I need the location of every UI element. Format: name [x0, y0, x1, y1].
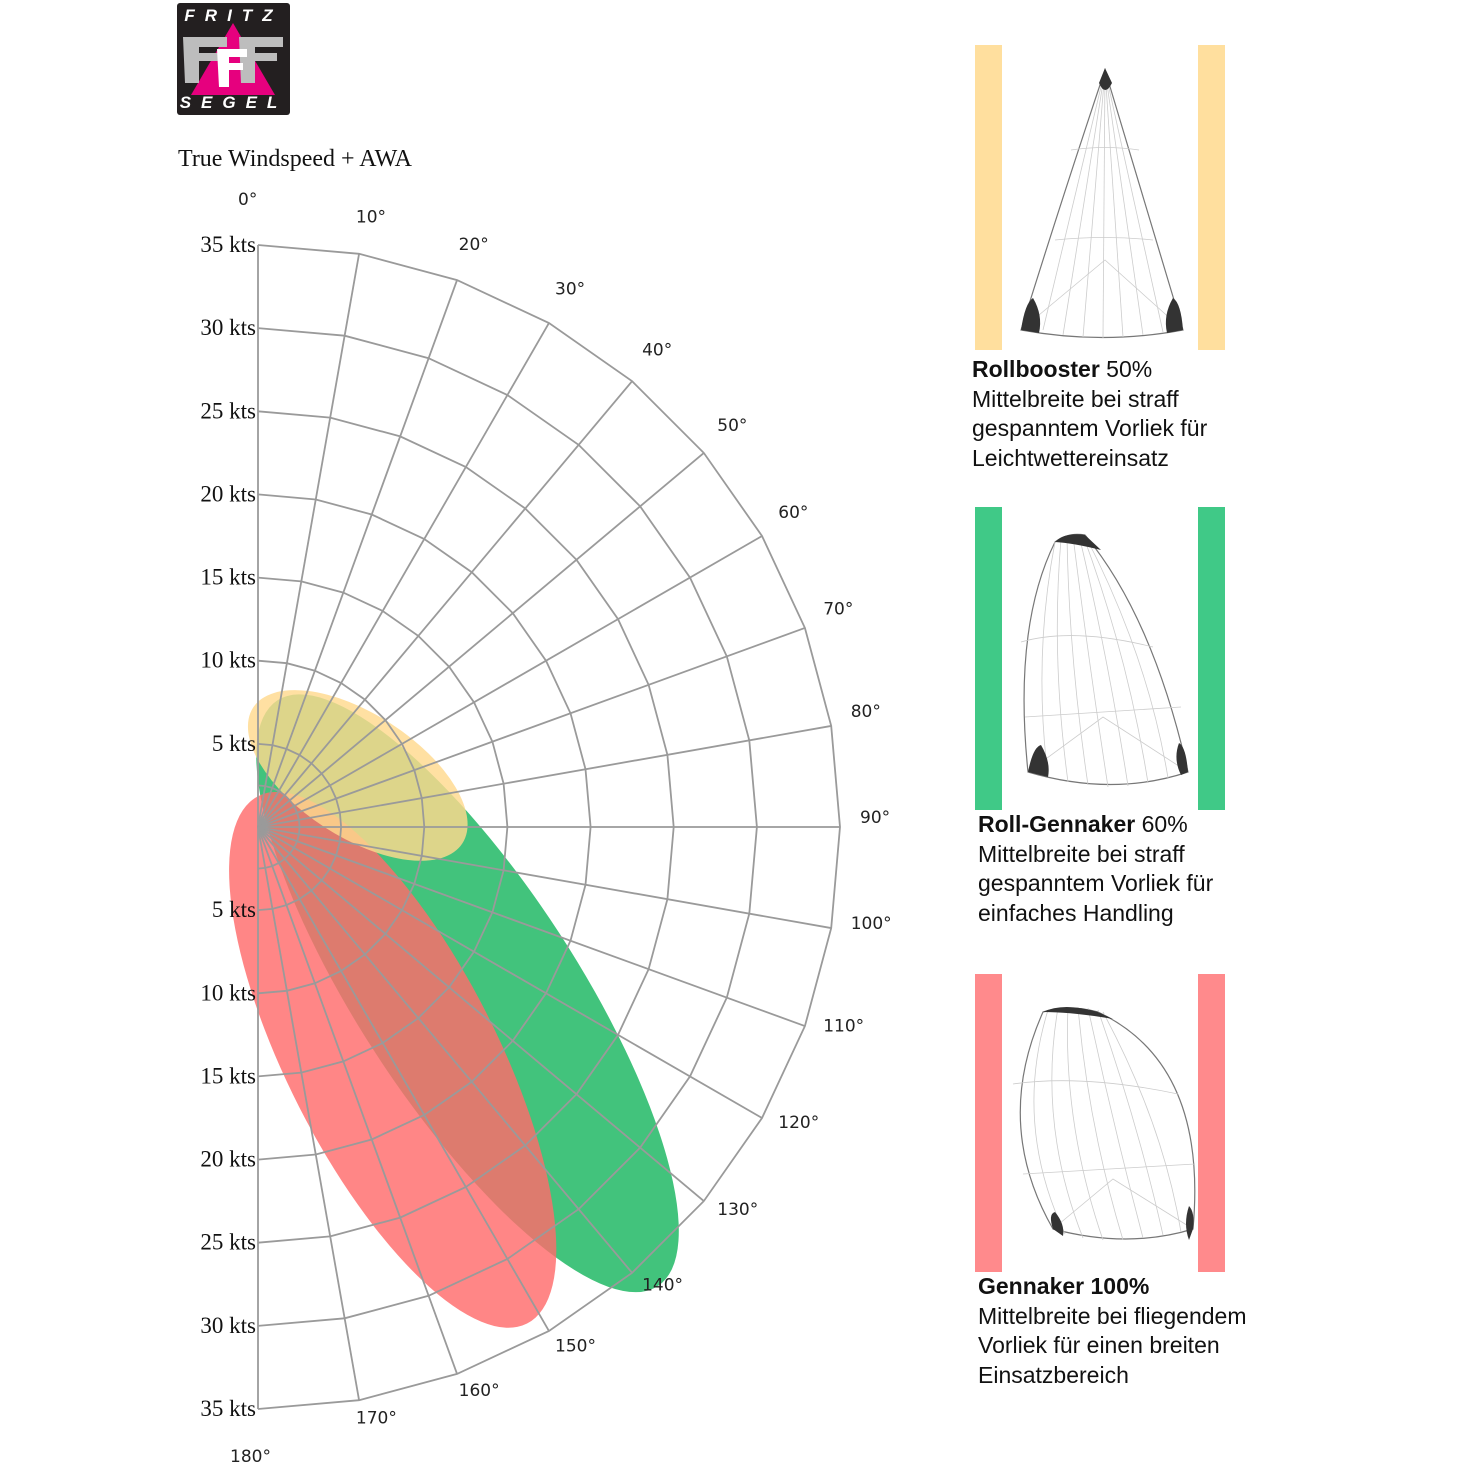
sail-panel-rollbooster [975, 45, 1225, 350]
speed-tick-label: 30 kts [200, 1313, 256, 1338]
grid-spoke [257, 322, 550, 828]
speed-tick-label: 30 kts [200, 315, 256, 340]
logo-emblem-icon [183, 23, 283, 95]
color-bar-left [975, 45, 1002, 350]
polar-grid [257, 244, 841, 1410]
sail-desc-line: Mittelbreite bei fliegendem [978, 1302, 1247, 1329]
angle-tick-label: 140° [642, 1275, 683, 1295]
grid-spoke [257, 627, 806, 828]
angle-tick-label: 100° [851, 914, 892, 934]
grid-spoke [257, 826, 806, 1027]
logo-bottom-text: SEGEL [179, 93, 288, 112]
speed-tick-label: 15 kts [200, 1063, 256, 1088]
angle-tick-label: 90° [860, 808, 890, 828]
sail-name: Roll-Gennaker [978, 811, 1136, 837]
grid-spoke [257, 826, 633, 1274]
sail-panel-roll-gennaker [975, 507, 1225, 810]
speed-tick-label: 5 kts [212, 897, 256, 922]
color-bar-left [975, 974, 1002, 1272]
speed-tick-label: 35 kts [200, 1396, 256, 1421]
rollbooster-sail-icon [1020, 68, 1184, 339]
grid-spoke [257, 826, 360, 1401]
axis-labels: 0° 10° 20° 30° 40° 50° 60° 70° 80° 90° 100° 110° 120… [200, 190, 891, 1467]
roll-gennaker-sail-icon [1020, 533, 1189, 788]
sail-percent: 50% [1099, 356, 1153, 382]
speed-tick-label: 25 kts [200, 1230, 256, 1255]
grid-spoke [257, 826, 550, 1332]
sail-percent: 60% [1135, 811, 1188, 837]
sail-description-rollbooster: Rollbooster 50% Mittelbreite bei straff … [972, 355, 1302, 473]
grid-spoke [257, 826, 763, 1119]
angle-tick-label: 180° [230, 1447, 271, 1467]
sail-desc-line: Vorliek für einen breiten [978, 1332, 1220, 1358]
angle-tick-label: 130° [717, 1200, 758, 1220]
sail-name: Gennaker 100% [978, 1273, 1150, 1299]
grid-spoke [257, 380, 633, 828]
sail-desc-line: einfaches Handling [978, 899, 1174, 926]
grid-spoke [257, 826, 705, 1202]
sail-desc-line: gespanntem Vorliek für [972, 415, 1208, 441]
grid-spoke [257, 253, 360, 828]
sail-desc-line: Leichtwettereinsatz [972, 444, 1169, 471]
grid-spoke [257, 826, 832, 929]
sail-desc-line: gespanntem Vorliek für [978, 870, 1214, 896]
gennaker-sail-icon [1012, 1006, 1196, 1241]
speed-tick-label: 10 kts [200, 648, 256, 673]
angle-tick-label: 60° [778, 503, 808, 523]
grid-spoke [257, 279, 458, 828]
angle-tick-label: 110° [823, 1017, 864, 1037]
sail-panel-gennaker [975, 974, 1225, 1272]
angle-tick-label: 40° [642, 341, 672, 361]
speed-tick-label: 35 kts [200, 232, 256, 257]
sail-desc-line: Mittelbreite bei straff [978, 840, 1185, 867]
angle-tick-label: 10° [356, 207, 386, 227]
angle-tick-label: 50° [717, 416, 747, 436]
sail-desc-line: Mittelbreite bei straff [972, 385, 1179, 412]
angle-tick-label: 80° [851, 702, 881, 722]
color-bar-right [1198, 974, 1225, 1272]
sail-description-gennaker: Gennaker 100% Mittelbreite bei fliegende… [978, 1272, 1308, 1390]
speed-tick-label: 25 kts [200, 398, 256, 423]
angle-tick-label: 150° [555, 1336, 596, 1356]
speed-tick-label: 5 kts [212, 731, 256, 756]
angle-tick-label: 120° [778, 1113, 819, 1133]
fritz-segel-logo: FRITZ SEGEL [177, 3, 290, 115]
grid-spoke [257, 535, 763, 828]
sail-desc-line: Einsatzbereich [978, 1361, 1129, 1388]
color-bar-right [1198, 45, 1225, 350]
grid-spoke [257, 452, 705, 828]
grid-spoke [257, 826, 458, 1375]
angle-tick-label: 170° [356, 1409, 397, 1429]
color-bar-left [975, 507, 1002, 810]
angle-tick-label: 70° [823, 599, 853, 619]
series-rollbooster [247, 690, 468, 861]
speed-tick-label: 20 kts [200, 1147, 256, 1172]
color-bar-right [1198, 507, 1225, 810]
sail-name: Rollbooster [972, 356, 1100, 382]
speed-tick-label: 20 kts [200, 481, 256, 506]
angle-tick-label: 160° [459, 1381, 500, 1401]
angle-tick-label: 30° [555, 280, 585, 300]
angle-tick-label: 0° [238, 190, 257, 210]
chart-title: True Windspeed + AWA [178, 146, 412, 172]
logo-top-text: FRITZ [184, 6, 283, 25]
angle-tick-label: 20° [459, 235, 489, 255]
sail-description-roll-gennaker: Roll-Gennaker 60% Mittelbreite bei straf… [978, 810, 1308, 928]
speed-tick-label: 15 kts [200, 565, 256, 590]
speed-tick-label: 10 kts [200, 980, 256, 1005]
grid-spoke [257, 725, 832, 828]
